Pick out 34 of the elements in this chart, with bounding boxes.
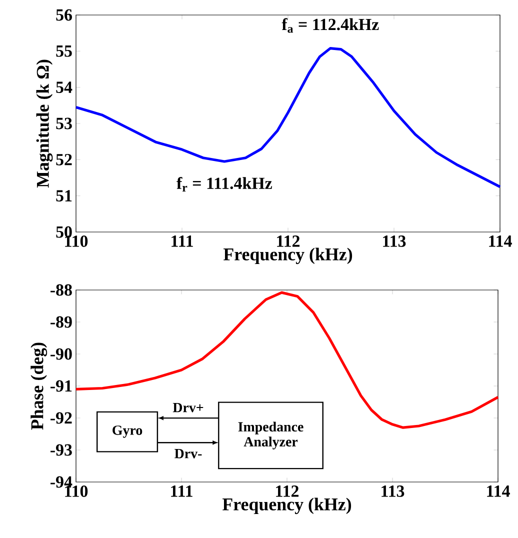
y-tick-label: -90 — [50, 348, 72, 360]
y-tick-label: 52 — [56, 154, 72, 166]
x-axis-title: Frequency (kHz) — [222, 498, 352, 514]
annotation: Drv- — [174, 449, 202, 458]
y-tick-label: 55 — [56, 46, 72, 57]
annotation: f$_{r}$ = 111.4kHz — [176, 176, 272, 192]
annotation: f$_{a}$ = 112.4kHz — [282, 18, 379, 33]
annotation: Gyro — [112, 426, 142, 438]
x-tick-label: 114 — [489, 236, 512, 247]
y-tick-label: 56 — [56, 9, 72, 21]
y-axis-title: Magnitude (k Ω) — [36, 60, 53, 188]
y-tick-label: 54 — [56, 82, 72, 93]
x-tick-label: 110 — [65, 236, 88, 247]
y-tick-label: -88 — [50, 284, 72, 296]
x-tick-label: 113 — [383, 236, 406, 247]
y-tick-label: -92 — [50, 412, 72, 424]
x-tick-label: 111 — [171, 486, 192, 497]
y-tick-label: -94 — [50, 476, 72, 488]
y-tick-label: 53 — [56, 118, 72, 130]
y-tick-label: 50 — [56, 226, 72, 238]
x-tick-label: 110 — [65, 486, 88, 497]
y-tick-label: -89 — [50, 316, 72, 328]
x-axis-title: Frequency (kHz) — [223, 248, 352, 264]
y-tick-label: 51 — [56, 190, 72, 202]
x-tick-label: 112 — [277, 236, 300, 247]
x-tick-label: 114 — [487, 486, 510, 497]
y-axis-title: Phase (deg) — [30, 342, 48, 430]
y-tick-label: -91 — [50, 380, 72, 392]
x-tick-label: 113 — [382, 486, 404, 497]
annotation: Impedance Analyzer — [238, 422, 304, 450]
annotation: Drv+ — [172, 402, 204, 412]
y-tick-label: -93 — [50, 444, 72, 456]
x-tick-label: 112 — [276, 486, 299, 497]
x-tick-label: 111 — [172, 236, 193, 247]
